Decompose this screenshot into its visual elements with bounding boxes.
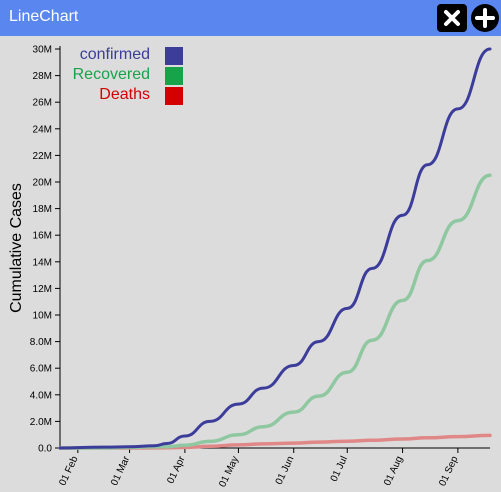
window-title: LineChart — [9, 8, 79, 25]
y-axis: 0.0 2.0M 4.0M 6.0M 8.0M 10M 12M 14M 16M 18M 20M 22M… — [30, 45, 61, 455]
y-tick-label: 14M — [33, 257, 52, 268]
y-tick-label: 20M — [33, 178, 52, 189]
y-tick-label: 4.0M — [30, 390, 52, 401]
y-tick-label: 2.0M — [30, 417, 52, 428]
y-tick-label: 26M — [33, 98, 52, 109]
legend-label-deaths: Deaths — [99, 86, 150, 103]
y-tick-label: 24M — [33, 124, 52, 135]
y-tick-label: 12M — [33, 284, 52, 295]
plus-circle-icon — [471, 4, 499, 32]
legend-label-recovered: Recovered — [73, 66, 150, 83]
x-tick-label: 01 May — [217, 455, 241, 487]
series-lines — [58, 47, 492, 450]
y-tick-label: 30M — [33, 45, 52, 56]
series-line-confirmed — [58, 47, 492, 450]
close-icon — [444, 10, 460, 26]
legend-swatch-deaths — [165, 87, 183, 105]
x-tick-label: 01 Mar — [109, 454, 132, 487]
y-tick-label: 18M — [33, 204, 52, 215]
y-tick-label: 10M — [33, 311, 52, 322]
x-tick-label: 01 Sep — [437, 454, 461, 487]
y-tick-label: 16M — [33, 231, 52, 242]
x-tick-label: 01 Aug — [382, 455, 405, 487]
add-button[interactable] — [470, 3, 500, 33]
x-tick-label: 01 Apr — [165, 454, 187, 485]
series-line-recovered — [58, 173, 492, 450]
legend-label-confirmed: confirmed — [80, 46, 150, 63]
y-axis-label: Cumulative Cases — [8, 183, 25, 313]
close-button[interactable] — [437, 4, 467, 32]
window-titlebar: LineChart — [0, 0, 501, 36]
y-tick-label: 28M — [33, 71, 52, 82]
legend-swatch-recovered — [165, 67, 183, 85]
chart-svg: 0.0 2.0M 4.0M 6.0M 8.0M 10M 12M 14M 16M 18M 20M 22M… — [8, 45, 492, 489]
legend-swatch-confirmed — [165, 47, 183, 65]
legend: confirmed Recovered Deaths — [73, 46, 183, 105]
y-tick-label: 22M — [33, 151, 52, 162]
y-tick-label: 0.0 — [38, 444, 52, 455]
x-tick-label: 01 Jun — [274, 455, 297, 487]
x-axis: 01 Feb 01 Mar 01 Apr 01 May 01 Jun 01 Jul 01 A… — [57, 447, 490, 489]
x-tick-label: 01 Jul — [329, 455, 350, 484]
y-tick-label: 6.0M — [30, 364, 52, 375]
y-tick-label: 8.0M — [30, 337, 52, 348]
x-tick-label: 01 Feb — [57, 454, 80, 487]
line-chart: 0.0 2.0M 4.0M 6.0M 8.0M 10M 12M 14M 16M 18M 20M 22M… — [0, 36, 501, 489]
